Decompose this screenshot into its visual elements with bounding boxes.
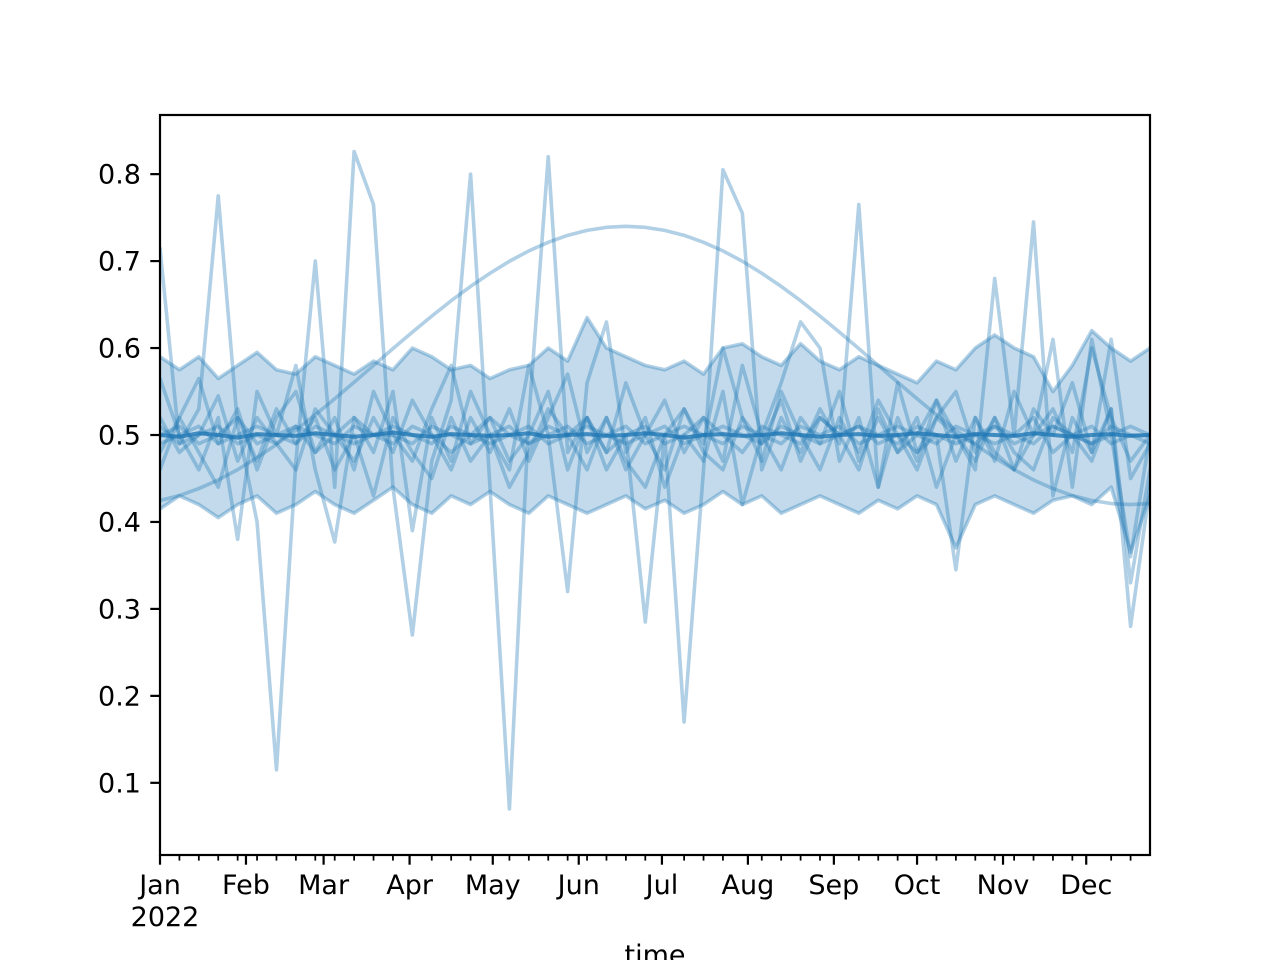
x-tick-label: Feb <box>222 870 270 901</box>
y-tick-label: 0.2 <box>98 681 141 712</box>
mean-line <box>160 430 1150 440</box>
x-tick-label: Oct <box>894 870 941 901</box>
x-axis-label: time <box>624 940 685 960</box>
sample-spiky-2 <box>160 320 1150 594</box>
band-lower-edge <box>160 485 1150 555</box>
y-tick-label: 0.4 <box>98 507 141 538</box>
y-tick-label: 0.3 <box>98 594 141 625</box>
x-tick-label: Nov <box>977 870 1030 901</box>
plot-series <box>160 149 1150 811</box>
x-tick-label: Mar <box>298 870 350 901</box>
x-tick-label: Aug <box>722 870 775 901</box>
x-tick-label: May <box>465 870 521 901</box>
x-tick-label: Jun <box>556 870 600 901</box>
y-tick-label: 0.8 <box>98 160 141 191</box>
sample-spiky-1 <box>160 149 1150 811</box>
y-tick-label: 0.6 <box>98 334 141 365</box>
x-tick-label: Sep <box>808 870 859 901</box>
y-axis: 0.1 0.2 0.3 0.4 0.5 0.6 0.7 0.8 <box>98 160 160 799</box>
y-tick-label: 0.1 <box>98 768 141 799</box>
x-tick-label: Dec <box>1060 870 1112 901</box>
x-tick-year-label: 2022 <box>131 902 200 933</box>
seasonal-curve <box>160 224 1150 507</box>
band-upper-edge <box>160 315 1150 394</box>
x-tick-label: Apr <box>386 870 434 901</box>
x-tick-label: Jan <box>137 870 181 901</box>
y-tick-label: 0.5 <box>98 421 141 452</box>
y-tick-label: 0.7 <box>98 247 141 278</box>
sample-5 <box>160 398 1150 585</box>
sample-tight-7 <box>160 424 1150 446</box>
x-tick-label: Jul <box>644 870 679 901</box>
axes-spines <box>158 113 1152 857</box>
sample-tight-8 <box>160 424 1150 446</box>
